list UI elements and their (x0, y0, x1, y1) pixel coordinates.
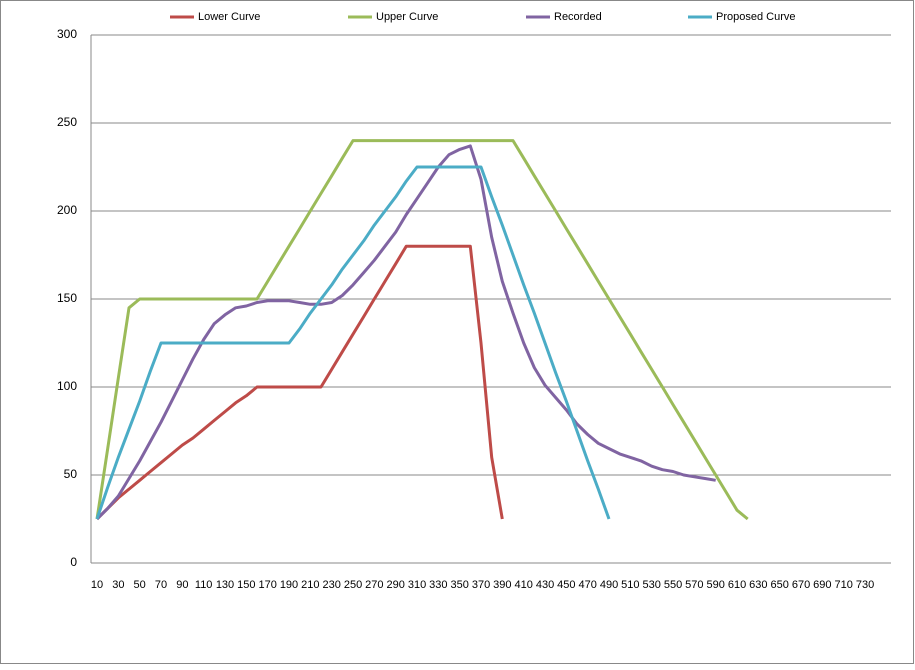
x-tick-label: 330 (429, 579, 447, 591)
legend-label: Recorded (554, 11, 602, 23)
x-tick-label: 550 (664, 579, 682, 591)
x-tick-label: 310 (408, 579, 426, 591)
x-tick-label: 650 (771, 579, 789, 591)
x-tick-label: 670 (792, 579, 810, 591)
legend-label: Proposed Curve (716, 11, 796, 23)
y-tick-label: 0 (70, 555, 77, 569)
x-tick-label: 30 (112, 579, 124, 591)
x-tick-label: 210 (301, 579, 319, 591)
y-tick-label: 150 (57, 291, 77, 305)
x-tick-label: 590 (707, 579, 725, 591)
x-tick-label: 150 (237, 579, 255, 591)
legend-label: Lower Curve (198, 11, 260, 23)
x-tick-label: 530 (643, 579, 661, 591)
series-line (95, 144, 716, 521)
x-tick-label: 50 (134, 579, 146, 591)
series-line (95, 244, 504, 521)
x-tick-label: 90 (176, 579, 188, 591)
x-tick-label: 390 (493, 579, 511, 591)
y-tick-label: 300 (57, 27, 77, 41)
series-line (95, 165, 611, 520)
x-tick-label: 370 (472, 579, 490, 591)
x-tick-label: 430 (536, 579, 554, 591)
x-tick-label: 110 (195, 579, 213, 591)
x-tick-label: 70 (155, 579, 167, 591)
x-tick-label: 350 (450, 579, 468, 591)
x-tick-label: 690 (813, 579, 831, 591)
x-tick-label: 410 (515, 579, 533, 591)
x-tick-label: 630 (749, 579, 767, 591)
y-tick-label: 200 (57, 203, 77, 217)
x-tick-label: 570 (685, 579, 703, 591)
x-tick-label: 250 (344, 579, 362, 591)
x-tick-label: 490 (600, 579, 618, 591)
x-tick-label: 130 (216, 579, 234, 591)
y-tick-label: 250 (57, 115, 77, 129)
x-tick-label: 170 (258, 579, 276, 591)
series-line (95, 139, 749, 521)
legend-label: Upper Curve (376, 11, 438, 23)
x-tick-label: 10 (91, 579, 103, 591)
x-tick-label: 470 (579, 579, 597, 591)
x-tick-label: 510 (621, 579, 639, 591)
x-tick-label: 270 (365, 579, 383, 591)
x-tick-label: 450 (557, 579, 575, 591)
x-tick-label: 710 (835, 579, 853, 591)
x-tick-label: 190 (280, 579, 298, 591)
x-tick-label: 290 (386, 579, 404, 591)
x-tick-label: 730 (856, 579, 874, 591)
y-tick-label: 50 (64, 467, 78, 481)
x-tick-label: 610 (728, 579, 746, 591)
x-tick-label: 230 (322, 579, 340, 591)
y-tick-label: 100 (57, 379, 77, 393)
